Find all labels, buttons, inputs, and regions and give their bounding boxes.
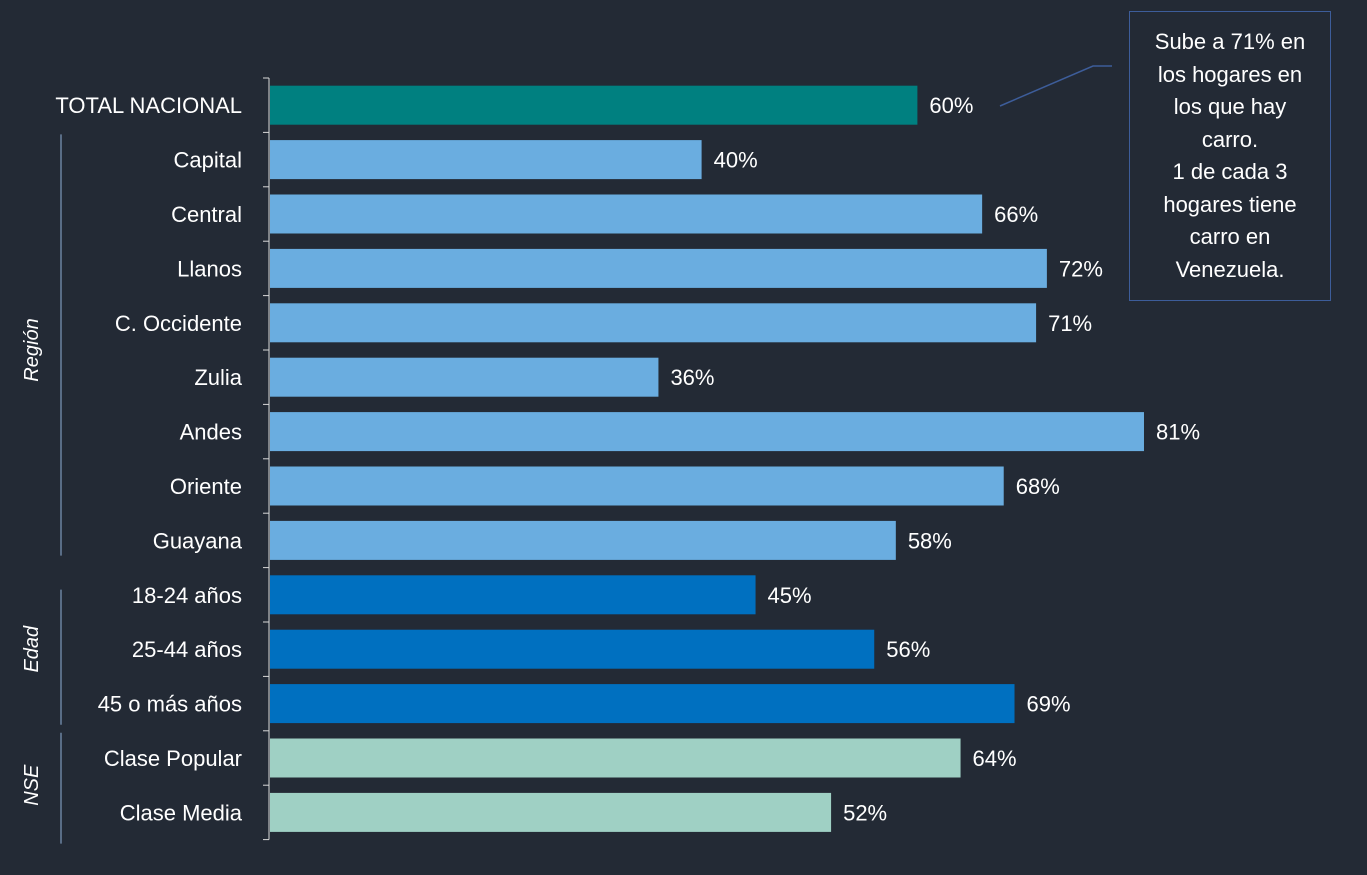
value-label: 58% <box>908 528 952 553</box>
category-label: 25-44 años <box>132 637 242 662</box>
bar <box>270 575 756 615</box>
bar <box>270 684 1015 724</box>
bar <box>270 466 1004 506</box>
bar <box>270 357 659 397</box>
group-label: NSE <box>21 764 43 806</box>
category-label: Clase Popular <box>104 746 242 771</box>
category-label: Guayana <box>153 528 243 553</box>
value-label: 71% <box>1048 311 1092 336</box>
category-label: 18-24 años <box>132 583 242 608</box>
value-label: 36% <box>670 365 714 390</box>
bar <box>270 194 983 234</box>
value-label: 40% <box>714 148 758 173</box>
category-label: TOTAL NACIONAL <box>55 93 242 118</box>
category-label: Central <box>171 202 242 227</box>
value-label: 81% <box>1156 420 1200 445</box>
category-label: Andes <box>180 420 242 445</box>
value-label: 56% <box>886 637 930 662</box>
value-label: 72% <box>1059 256 1103 281</box>
bar <box>270 629 875 669</box>
category-label: Clase Media <box>120 800 243 825</box>
value-label: 52% <box>843 800 887 825</box>
bar <box>270 738 961 778</box>
value-label: 60% <box>929 93 973 118</box>
category-label: Oriente <box>170 474 242 499</box>
category-label: 45 o más años <box>98 692 242 717</box>
callout-connector <box>999 65 1112 107</box>
group-label: Edad <box>21 625 43 673</box>
bar <box>270 248 1047 288</box>
category-label: Capital <box>174 148 242 173</box>
callout-box: Sube a 71% en los hogares en los que hay… <box>1129 11 1331 301</box>
bar <box>270 85 918 125</box>
category-label: Llanos <box>177 256 242 281</box>
bar <box>270 792 832 832</box>
value-label: 68% <box>1016 474 1060 499</box>
bar <box>270 520 896 560</box>
value-label: 45% <box>768 583 812 608</box>
callout-text: Sube a 71% en los hogares en los que hay… <box>1154 29 1306 282</box>
bar <box>270 412 1144 452</box>
value-label: 64% <box>973 746 1017 771</box>
category-label: C. Occidente <box>115 311 242 336</box>
category-label: Zulia <box>194 365 242 390</box>
bar <box>270 303 1037 343</box>
value-label: 66% <box>994 202 1038 227</box>
bar <box>270 140 702 180</box>
value-label: 69% <box>1027 692 1071 717</box>
group-label: Región <box>21 318 43 381</box>
